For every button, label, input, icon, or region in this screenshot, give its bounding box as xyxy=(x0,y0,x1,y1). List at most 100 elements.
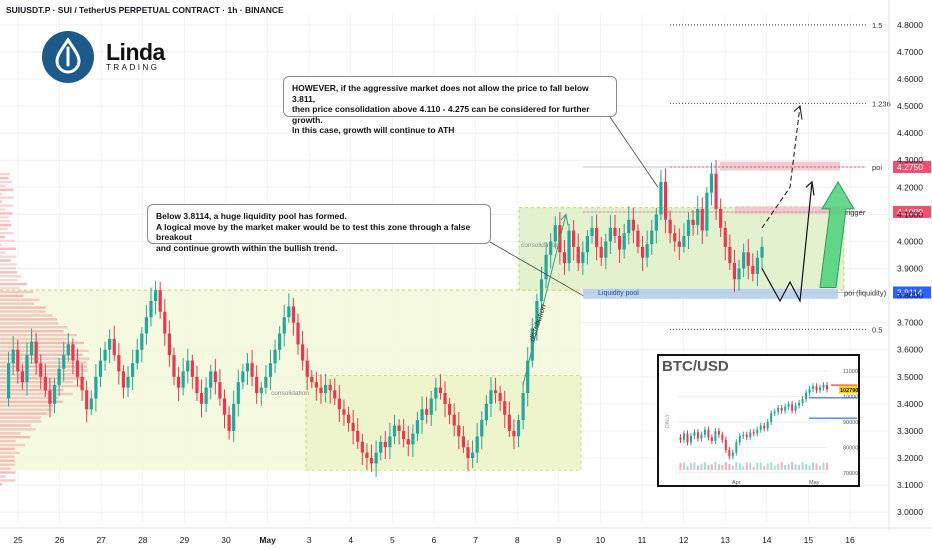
candle-body xyxy=(112,338,116,356)
inset-volume-bar xyxy=(808,465,811,470)
candle-body xyxy=(489,390,493,404)
candle-body xyxy=(645,244,649,258)
candle-body xyxy=(80,376,84,391)
y-tick-label: 4.6000 xyxy=(897,74,923,84)
level-label: 0.5 xyxy=(872,325,882,334)
candle-body xyxy=(310,376,314,383)
candle-body xyxy=(443,393,447,404)
y-tick-label: 3.6000 xyxy=(897,345,923,355)
candle-body xyxy=(677,241,681,247)
candle-body xyxy=(98,360,103,377)
candle-body xyxy=(760,246,764,258)
candle-body xyxy=(572,230,576,247)
y-tick-label: 4.5000 xyxy=(897,101,923,111)
y-tick-label: 4.0000 xyxy=(897,236,923,246)
inset-volume-bar xyxy=(707,464,710,470)
volume-bar xyxy=(0,471,16,474)
inset-candle-body xyxy=(693,432,696,436)
candle-body xyxy=(668,219,672,234)
inset-candle-body xyxy=(759,425,762,430)
candle-body xyxy=(714,173,718,209)
candle-body xyxy=(158,290,162,312)
candle-body xyxy=(25,355,29,383)
candle-body xyxy=(305,360,309,377)
candle-body xyxy=(236,382,240,404)
x-tick-label: May xyxy=(259,535,276,545)
volume-bar xyxy=(0,176,9,180)
inset-volume-bar xyxy=(812,462,815,470)
candle-body xyxy=(11,349,15,364)
candle-body xyxy=(337,398,341,410)
candle-body xyxy=(466,447,470,459)
volume-bar xyxy=(0,294,24,298)
y-tick-label: 3.8000 xyxy=(897,291,923,301)
inset-volume-bar xyxy=(714,462,717,470)
inset-volume-bar xyxy=(756,462,759,470)
price-tag xyxy=(893,205,931,218)
candle-body xyxy=(273,349,277,364)
volume-bar xyxy=(0,463,16,466)
candle-body xyxy=(66,344,70,356)
candle-body xyxy=(369,458,374,464)
volume-bar xyxy=(0,235,5,239)
volume-bar xyxy=(0,408,53,411)
candle-body xyxy=(121,371,126,388)
candle-body xyxy=(222,398,227,415)
inset-candle-body xyxy=(714,430,717,442)
volume-bar xyxy=(0,349,89,353)
volume-bar xyxy=(0,483,2,486)
volume-bar xyxy=(0,420,42,423)
liquidity-pool-label: Liquidity pool xyxy=(598,290,639,297)
inset-volume-bar xyxy=(689,463,692,470)
candle-body xyxy=(737,268,741,280)
inset-candle-body xyxy=(749,432,752,438)
volume-bar xyxy=(0,306,46,309)
x-tick-label: 30 xyxy=(221,535,231,545)
candle-body xyxy=(34,341,38,364)
candle-body xyxy=(117,355,121,372)
y-tick-label: 3.2000 xyxy=(897,453,923,463)
candle-body xyxy=(595,227,599,247)
inset-volume-bar xyxy=(791,462,794,470)
price-tag xyxy=(893,160,931,173)
candle-body xyxy=(245,363,250,372)
candle-body xyxy=(599,246,603,258)
volume-bar xyxy=(0,243,2,247)
y-tick-label: 4.7000 xyxy=(897,47,923,57)
y-tick-label: 4.4000 xyxy=(897,128,923,138)
chart-title: SUIUSDT.P · SUI / TetherUS PERPETUAL CON… xyxy=(6,5,284,15)
volume-bar xyxy=(0,353,83,356)
candle-body xyxy=(301,344,305,361)
consolidation-label-upper: consolidation xyxy=(521,242,559,249)
candle-body xyxy=(654,214,658,231)
volume-bar xyxy=(0,310,46,313)
price-axis[interactable]: 4.8000 4.7000 4.6000 4.5000 4.4000 4.3000 4.20… xyxy=(888,0,923,530)
candle-body xyxy=(103,349,107,361)
inset-x-tick: Apr xyxy=(732,480,741,485)
volume-bar xyxy=(0,251,6,254)
inset-x-tick: May xyxy=(809,480,820,485)
volume-bar xyxy=(0,318,57,321)
candle-body xyxy=(154,290,158,301)
volume-bar xyxy=(0,200,2,203)
volume-bar xyxy=(0,451,20,455)
candle-body xyxy=(705,192,709,231)
candle-body xyxy=(746,252,750,266)
volume-bar xyxy=(0,278,18,282)
inset-price-tag-label: 102790 xyxy=(840,388,858,394)
candle-body xyxy=(149,300,153,318)
x-tick-label: 14 xyxy=(762,535,772,545)
candle-body xyxy=(365,452,369,459)
candle-body xyxy=(342,409,346,415)
y-tick-label: 3.9000 xyxy=(897,264,923,274)
volume-bar xyxy=(0,424,31,427)
candle-body xyxy=(585,236,590,253)
time-axis[interactable]: 25 26 27 28 29 30 May 3 4 5 6 7 8 9 10 11 12 13 14 15 16 xyxy=(0,527,932,545)
volume-bar xyxy=(0,188,14,192)
inset-y-tick: 90000 xyxy=(843,420,858,426)
candle-body xyxy=(135,349,139,364)
candle-body xyxy=(264,376,268,388)
candle-body xyxy=(48,390,52,404)
inset-volume-bar xyxy=(801,462,804,470)
